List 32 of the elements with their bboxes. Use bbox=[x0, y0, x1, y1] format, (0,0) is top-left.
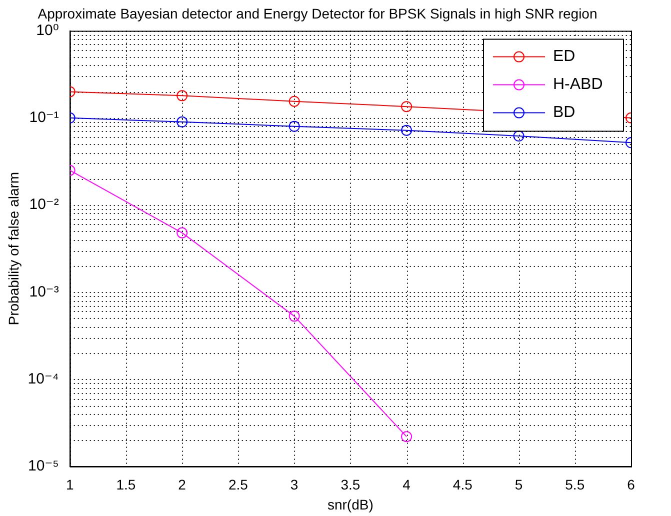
y-axis-title: Probability of false alarm bbox=[5, 172, 22, 326]
x-tick-label: 1.5 bbox=[116, 476, 136, 493]
legend-label: BD bbox=[553, 104, 576, 122]
x-tick-label: 1 bbox=[66, 476, 74, 493]
x-tick-label: 2 bbox=[178, 476, 186, 493]
x-tick-label: 3.5 bbox=[340, 476, 360, 493]
legend-label: ED bbox=[553, 48, 576, 66]
y-tick-label: 10⁻⁵ bbox=[28, 458, 59, 475]
point bbox=[401, 101, 412, 112]
x-tick-label: 4 bbox=[402, 476, 411, 493]
point bbox=[401, 431, 412, 442]
x-tick-label: 5 bbox=[514, 476, 523, 493]
point bbox=[176, 227, 188, 238]
y-tick-label: 10⁻¹ bbox=[29, 109, 59, 126]
point bbox=[176, 116, 188, 128]
y-tick-label: 10⁻³ bbox=[29, 283, 59, 300]
x-tick-label: 6 bbox=[627, 476, 636, 493]
point bbox=[176, 90, 188, 102]
y-tick-label: 10⁻⁴ bbox=[28, 370, 59, 388]
point bbox=[401, 124, 412, 136]
y-tick-label: 10⁰ bbox=[36, 22, 59, 39]
chart-title: Approximate Bayesian detector and Energy Detector for BPSK Signals in high SNR region bbox=[38, 5, 598, 22]
x-tick-label: 5.5 bbox=[565, 476, 585, 493]
y-tick-label: 10⁻² bbox=[29, 196, 59, 214]
x-axis-title: snr(dB) bbox=[327, 496, 374, 512]
point bbox=[288, 120, 300, 132]
x-tick-label: 4.5 bbox=[452, 476, 473, 493]
x-tick-label: 2.5 bbox=[228, 476, 248, 493]
point bbox=[288, 310, 300, 322]
legend-label: H-ABD bbox=[553, 76, 603, 94]
x-tick-label: 3 bbox=[290, 476, 298, 493]
point bbox=[288, 96, 300, 107]
